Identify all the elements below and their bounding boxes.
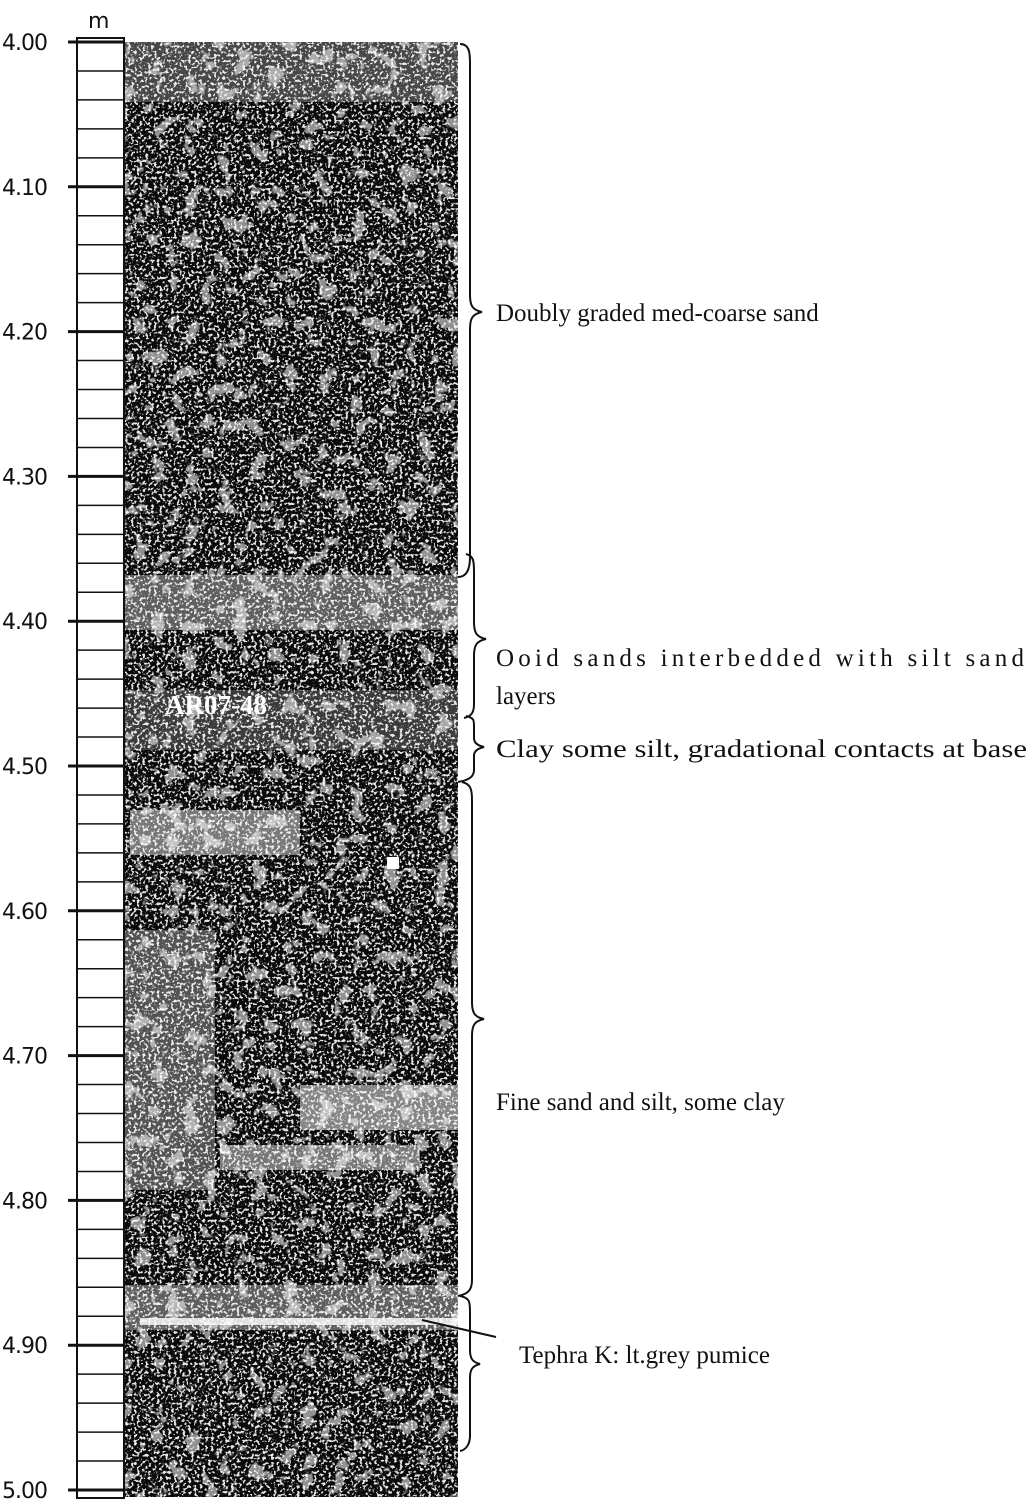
core-label: AR07-48 [165, 690, 267, 720]
bracket-ooid-sands [463, 553, 487, 719]
scale-tick-label: 4.60 [2, 900, 47, 925]
scale-tick-label: 4.70 [2, 1045, 47, 1070]
scale-tick-label: 4.40 [2, 610, 47, 635]
sample-marker [387, 857, 399, 869]
scale-tick-label: 5.00 [2, 1479, 47, 1504]
bracket-fine-sand [457, 781, 485, 1297]
bracket-clay [457, 715, 485, 783]
scale-tick-label: 4.80 [2, 1189, 47, 1214]
scale-column [76, 37, 125, 1499]
unit-desc-ooid-sands-line1: Ooid sands interbedded with silt sand [496, 645, 1025, 672]
unit-desc-clay: Clay some silt, gradational contacts at … [496, 736, 1027, 763]
scale-tick-label: 4.90 [2, 1334, 47, 1359]
tephra-pointer-line [421, 1319, 497, 1338]
unit-desc-ooid-sands-line2: layers [496, 683, 556, 710]
scale-tick-label: 4.20 [2, 321, 47, 346]
unit-desc-doubly-graded: Doubly graded med-coarse sand [496, 300, 819, 327]
depth-scale: m 4.004.104.204.304.404.504.604.704.804.… [2, 9, 125, 1504]
scale-tick-label: 4.00 [2, 31, 47, 56]
scale-tick-label: 4.50 [2, 755, 47, 780]
scale-tick-label: 4.30 [2, 465, 47, 490]
scale-unit: m [88, 9, 109, 34]
core-photo [125, 42, 458, 1497]
unit-brackets [421, 43, 497, 1452]
scale-tick-label: 4.10 [2, 176, 47, 201]
scale-ticks [68, 40, 124, 1492]
bracket-tephra [459, 1295, 481, 1452]
unit-desc-tephra: Tephra K: lt.grey pumice [519, 1342, 770, 1369]
bracket-doubly-graded [457, 43, 483, 578]
unit-desc-fine-sand: Fine sand and silt, some clay [496, 1089, 785, 1116]
scale-labels: 4.00 4.10 4.20 4.30 4.40 4.50 4.60 4.70 4.80 4.90… [2, 31, 48, 1504]
unit-descriptions: Doubly graded med-coarse sand Ooid sands… [496, 300, 1027, 1369]
